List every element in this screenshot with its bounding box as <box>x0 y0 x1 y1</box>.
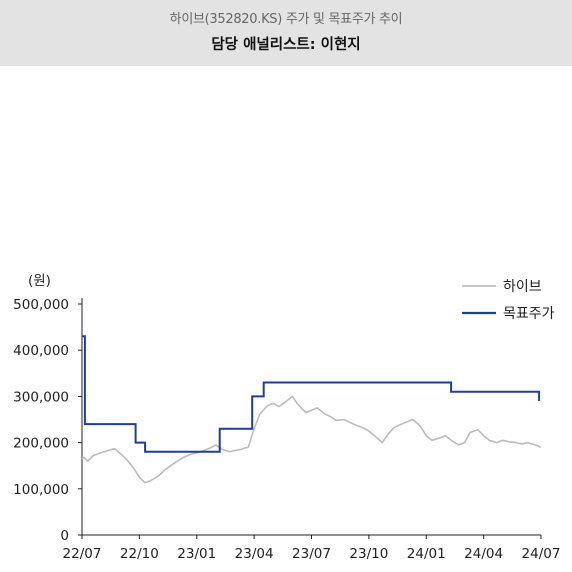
y-tick-label: 200,000 <box>13 436 69 452</box>
y-tick-label: 300,000 <box>13 389 69 405</box>
y-tick-label: 400,000 <box>13 343 69 359</box>
x-tick-label: 23/04 <box>235 546 274 562</box>
x-tick-label: 22/10 <box>120 546 159 562</box>
chart-header: 하이브(352820.KS) 주가 및 목표주가 추이 담당 애널리스트: 이현… <box>0 0 572 66</box>
analyst-title: 담당 애널리스트: 이현지 <box>211 37 361 53</box>
x-tick-label: 23/10 <box>349 546 388 562</box>
y-tick-label: 0 <box>60 528 69 544</box>
x-tick-label: 24/04 <box>464 546 503 562</box>
y-axis-label: (원) <box>28 273 51 289</box>
legend-item-hybe-label: 하이브 <box>503 279 542 295</box>
chart-axes: 0 100,000 200,000 300,000 400,000 500,000 (원) 2… <box>13 273 560 562</box>
series-layer <box>81 335 542 484</box>
x-tick-label: 24/01 <box>407 546 446 562</box>
series-line-hybe-price <box>81 395 542 484</box>
x-tick-label: 23/07 <box>292 546 331 562</box>
legend-item-target-price-label: 목표주가 <box>503 306 555 322</box>
series-line-target-price <box>82 335 541 453</box>
x-tick-label: 24/07 <box>522 546 561 562</box>
x-tick-label: 22/07 <box>63 546 102 562</box>
x-tick-label: 23/01 <box>177 546 216 562</box>
y-tick-label: 100,000 <box>13 482 69 498</box>
y-tick-label: 500,000 <box>13 297 69 313</box>
chart-subtitle: 하이브(352820.KS) 주가 및 목표주가 추이 <box>169 12 403 27</box>
